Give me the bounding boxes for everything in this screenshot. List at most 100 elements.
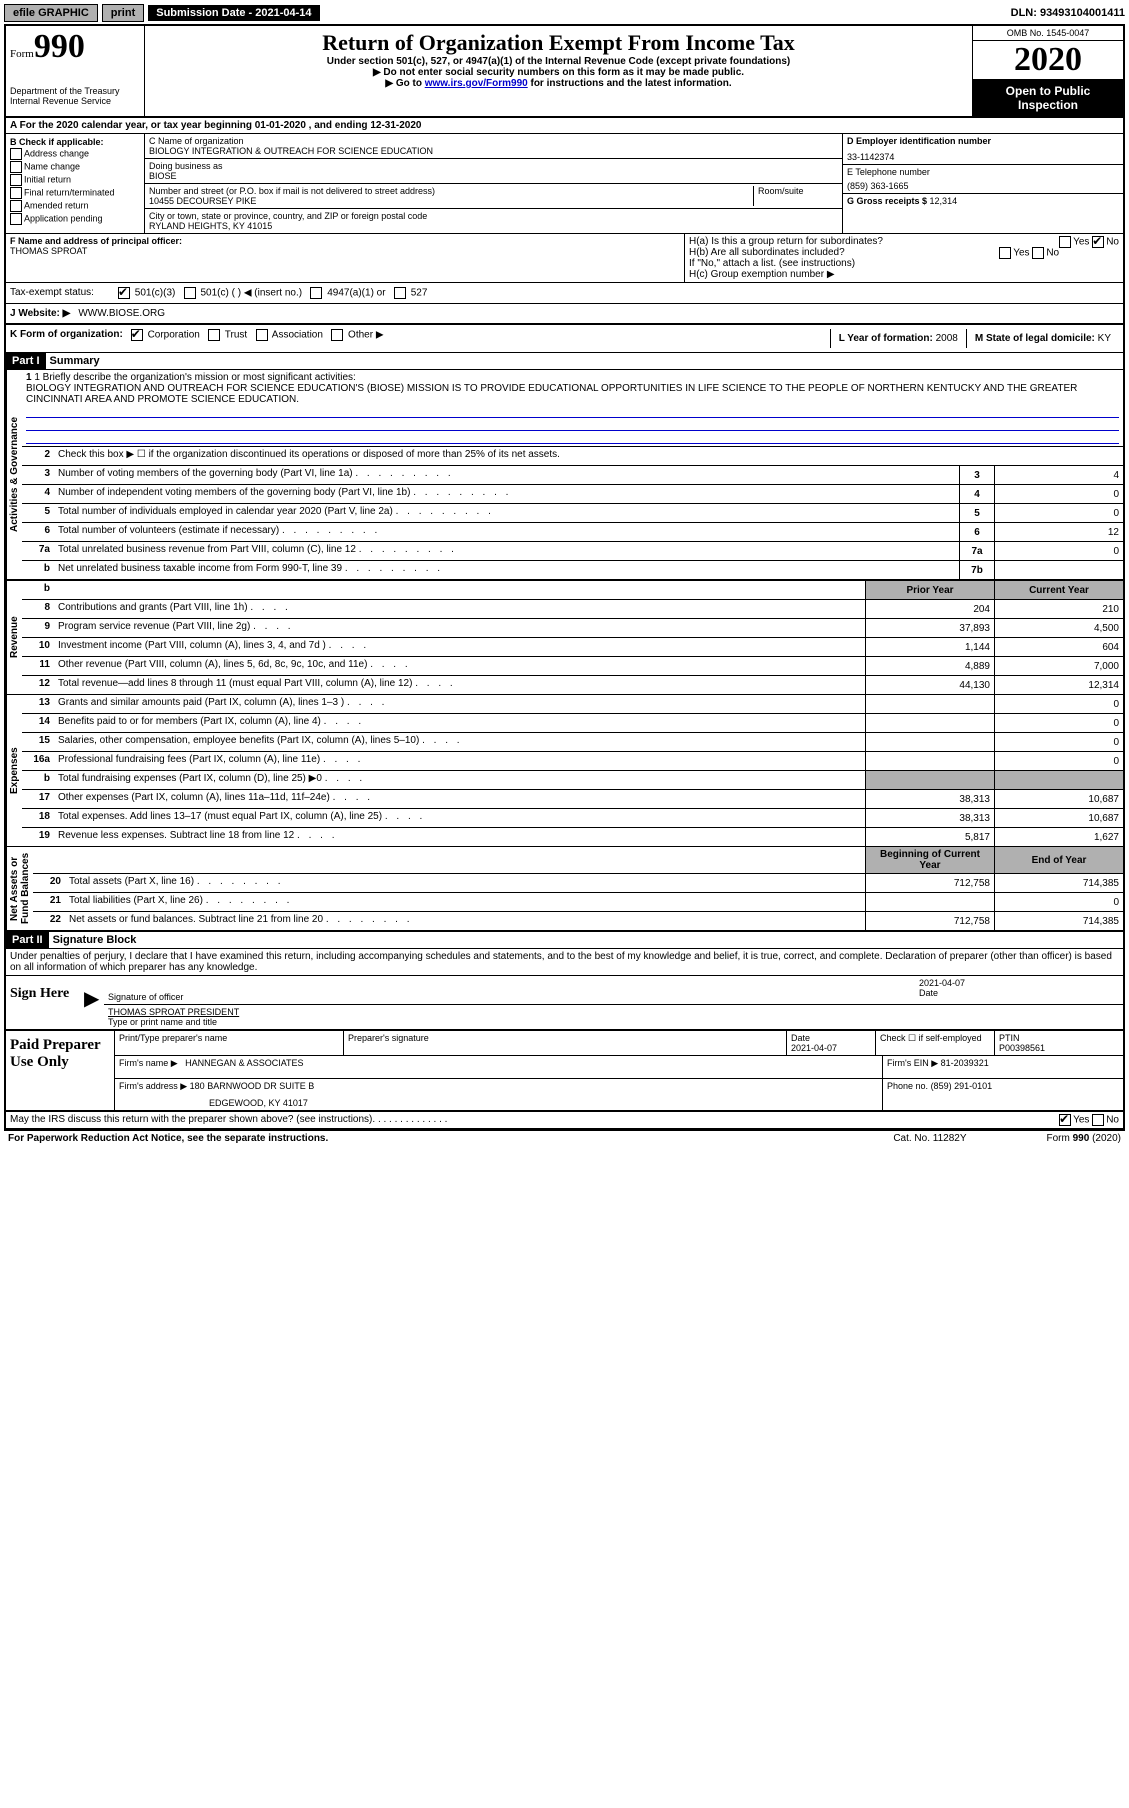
na-header-row: Beginning of Current Year End of Year	[33, 847, 1123, 874]
box-c: C Name of organization BIOLOGY INTEGRATI…	[145, 134, 842, 233]
entity-block: B Check if applicable: Address change Na…	[6, 134, 1123, 234]
cb-name-change[interactable]: Name change	[10, 161, 140, 173]
city-label: City or town, state or province, country…	[149, 211, 838, 221]
prior-value: 1,144	[865, 638, 994, 656]
revenue-section: Revenue b Prior Year Current Year 8 Cont…	[6, 581, 1123, 695]
line-label: Total expenses. Add lines 13–17 (must eq…	[54, 809, 865, 827]
line-num: 16a	[22, 752, 54, 770]
year-formation: L Year of formation: 2008	[830, 329, 966, 348]
part1-header-row: Part I Summary	[6, 353, 1123, 370]
paid-row-2: Firm's name ▶ HANNEGAN & ASSOCIATES Firm…	[115, 1056, 1123, 1079]
revenue-label: Revenue	[6, 581, 22, 694]
footer-row: For Paperwork Reduction Act Notice, see …	[4, 1131, 1125, 1146]
cb-pending[interactable]: Application pending	[10, 213, 140, 225]
line-label: Total number of individuals employed in …	[54, 504, 959, 522]
line-label: Total fundraising expenses (Part IX, col…	[54, 771, 865, 789]
current-value	[994, 771, 1123, 789]
part2-header: Part II	[6, 932, 49, 948]
discuss-yesno[interactable]: Yes No	[1059, 1114, 1119, 1126]
box-h: H(a) Is this a group return for subordin…	[684, 234, 1123, 282]
na-empty-label	[65, 847, 865, 873]
department-label: Department of the Treasury Internal Reve…	[10, 86, 140, 106]
current-value: 10,687	[994, 809, 1123, 827]
cb-501c[interactable]	[184, 287, 196, 299]
current-value: 0	[994, 714, 1123, 732]
line-label: Total revenue—add lines 8 through 11 (mu…	[54, 676, 865, 694]
cb-assoc[interactable]	[256, 329, 268, 341]
end-value: 714,385	[994, 874, 1123, 892]
submission-date: Submission Date - 2021-04-14	[148, 5, 319, 21]
ein-cell: D Employer identification number 33-1142…	[843, 134, 1123, 165]
table-row: b Total fundraising expenses (Part IX, c…	[22, 771, 1123, 790]
col-header-row: b Prior Year Current Year	[22, 581, 1123, 600]
end-value: 714,385	[994, 912, 1123, 930]
table-row: b Net unrelated business taxable income …	[22, 561, 1123, 579]
gross-label: G Gross receipts $	[847, 196, 930, 206]
small-box: 5	[959, 504, 994, 522]
state-domicile: M State of legal domicile: KY	[966, 329, 1119, 348]
kform-opts: Corporation Trust Association Other ▶	[127, 325, 388, 352]
line-label: Net assets or fund balances. Subtract li…	[65, 912, 865, 930]
cb-initial-return[interactable]: Initial return	[10, 174, 140, 186]
table-row: 19 Revenue less expenses. Subtract line …	[22, 828, 1123, 846]
print-button[interactable]: print	[102, 4, 144, 22]
value-cell: 0	[994, 504, 1123, 522]
form-word: Form	[10, 48, 34, 60]
line-num: 15	[22, 733, 54, 751]
line-num: 11	[22, 657, 54, 675]
dba-row: Doing business as BIOSE	[145, 159, 842, 184]
prior-value: 4,889	[865, 657, 994, 675]
cb-address-change[interactable]: Address change	[10, 148, 140, 160]
dba-label: Doing business as	[149, 161, 838, 171]
cb-other[interactable]	[331, 329, 343, 341]
current-value: 0	[994, 695, 1123, 713]
line-label: Salaries, other compensation, employee b…	[54, 733, 865, 751]
cb-final-return[interactable]: Final return/terminated	[10, 187, 140, 199]
na-empty-num	[33, 847, 65, 873]
line-label: Professional fundraising fees (Part IX, …	[54, 752, 865, 770]
cb-501c3[interactable]	[118, 287, 130, 299]
gross-value: 12,314	[930, 196, 958, 206]
prior-value	[865, 695, 994, 713]
hc-row: H(c) Group exemption number ▶	[689, 269, 1119, 280]
line-label: Other revenue (Part VIII, column (A), li…	[54, 657, 865, 675]
irs-link[interactable]: www.irs.gov/Form990	[425, 78, 528, 89]
expenses-label: Expenses	[6, 695, 22, 846]
instruction-2: ▶ Go to www.irs.gov/Form990 for instruct…	[151, 78, 966, 89]
officer-label: F Name and address of principal officer:	[10, 236, 182, 246]
efile-button[interactable]: efile GRAPHIC	[4, 4, 98, 22]
cb-527[interactable]	[394, 287, 406, 299]
small-box: 7b	[959, 561, 994, 579]
line-num: 7a	[22, 542, 54, 560]
instruction-1: ▶ Do not enter social security numbers o…	[151, 67, 966, 78]
table-row: 9 Program service revenue (Part VIII, li…	[22, 619, 1123, 638]
line-label: Contributions and grants (Part VIII, lin…	[54, 600, 865, 618]
line-num: 6	[22, 523, 54, 541]
prior-value	[865, 714, 994, 732]
cb-corp[interactable]	[131, 329, 143, 341]
cb-trust[interactable]	[208, 329, 220, 341]
mission-text: BIOLOGY INTEGRATION AND OUTREACH FOR SCI…	[26, 383, 1119, 405]
box-b: B Check if applicable: Address change Na…	[6, 134, 145, 233]
line-label: Total number of volunteers (estimate if …	[54, 523, 959, 541]
org-name-row: C Name of organization BIOLOGY INTEGRATI…	[145, 134, 842, 159]
paid-row-1: Print/Type preparer's name Preparer's si…	[115, 1031, 1123, 1056]
current-value: 0	[994, 733, 1123, 751]
cb-4947[interactable]	[310, 287, 322, 299]
line-num: 17	[22, 790, 54, 808]
form-container: Form990 Department of the Treasury Inter…	[4, 24, 1125, 1131]
cb-amended[interactable]: Amended return	[10, 200, 140, 212]
line-num: 14	[22, 714, 54, 732]
line-num: 13	[22, 695, 54, 713]
instr2-post: for instructions and the latest informat…	[528, 78, 732, 89]
form-990-label: Form990	[10, 28, 140, 66]
current-value: 1,627	[994, 828, 1123, 846]
firm-ein-cell: Firm's EIN ▶ 81-2039321	[883, 1056, 1123, 1078]
line-num: 9	[22, 619, 54, 637]
ein-value: 33-1142374	[847, 152, 1119, 162]
small-box: 6	[959, 523, 994, 541]
line-label: Total unrelated business revenue from Pa…	[54, 542, 959, 560]
table-row: 15 Salaries, other compensation, employe…	[22, 733, 1123, 752]
preparer-name-cell: Print/Type preparer's name	[115, 1031, 344, 1055]
current-value: 10,687	[994, 790, 1123, 808]
